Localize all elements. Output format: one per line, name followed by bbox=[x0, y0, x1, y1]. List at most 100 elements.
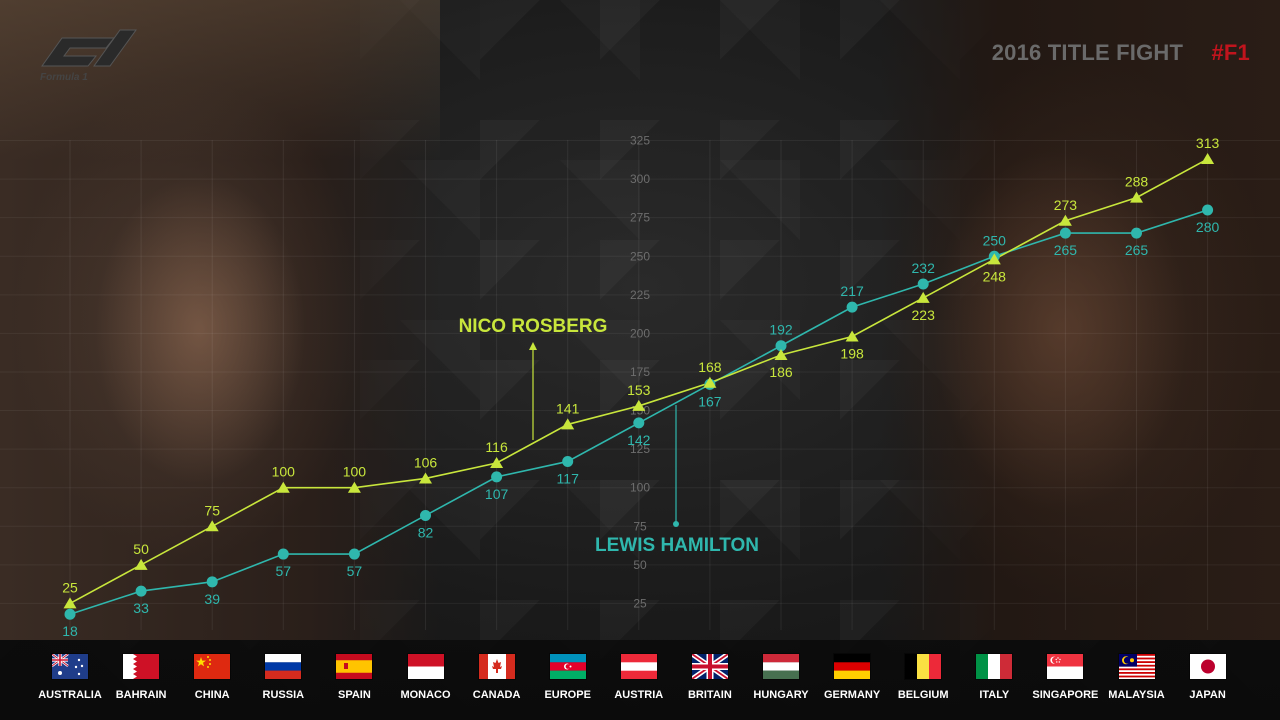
country-label: SINGAPORE bbox=[1032, 689, 1099, 701]
country-label: CANADA bbox=[472, 689, 521, 701]
hamilton-data-label: 232 bbox=[912, 260, 936, 276]
hamilton-point bbox=[633, 417, 645, 429]
series-lines bbox=[63, 153, 1215, 620]
australia-flag-icon bbox=[52, 654, 88, 679]
rosberg-pointer-arrow bbox=[529, 342, 537, 350]
hamilton-point bbox=[1202, 204, 1214, 216]
hamilton-data-label: 265 bbox=[1125, 242, 1149, 258]
y-tick-label: 75 bbox=[633, 519, 647, 533]
y-tick-label: 300 bbox=[630, 172, 650, 186]
rosberg-point bbox=[276, 481, 290, 493]
f1-logo-icon: Formula 1 bbox=[40, 29, 137, 83]
uk-flag-icon bbox=[691, 654, 728, 679]
rosberg-point bbox=[419, 472, 432, 484]
rosberg-data-label: 186 bbox=[769, 364, 793, 380]
hamilton-point bbox=[277, 548, 289, 560]
country-label: MONACO bbox=[400, 689, 451, 701]
bahrain-flag-icon bbox=[123, 654, 160, 679]
country-label: AUSTRIA bbox=[614, 689, 664, 701]
rosberg-point bbox=[63, 597, 77, 609]
rosberg-data-label: 248 bbox=[983, 268, 1007, 284]
russia-flag-icon bbox=[265, 654, 302, 679]
y-tick-label: 200 bbox=[630, 326, 650, 340]
singapore-flag-icon bbox=[1047, 654, 1084, 679]
hamilton-point bbox=[1059, 227, 1071, 239]
country-label: BELGIUM bbox=[897, 689, 949, 701]
y-tick-label: 125 bbox=[630, 442, 650, 456]
hashtag: #F1 bbox=[1211, 40, 1250, 65]
country-label: MALAYSIA bbox=[1108, 689, 1165, 701]
country-label: RUSSIA bbox=[262, 689, 305, 701]
hamilton-data-label: 217 bbox=[840, 283, 864, 299]
rosberg-data-label: 100 bbox=[272, 464, 296, 480]
hamilton-data-label: 57 bbox=[347, 563, 363, 579]
rosberg-point bbox=[774, 349, 788, 361]
hamilton-point bbox=[491, 471, 503, 483]
rosberg-data-label: 116 bbox=[485, 439, 508, 455]
hamilton-data-label: 82 bbox=[418, 524, 434, 540]
china-flag-icon bbox=[194, 654, 231, 679]
hamilton-data-label: 33 bbox=[133, 600, 149, 616]
rosberg-point bbox=[987, 253, 1001, 265]
y-tick-label: 50 bbox=[633, 558, 647, 572]
canada-flag-icon bbox=[478, 654, 515, 679]
series-annotations: NICO ROSBERG LEWIS HAMILTON bbox=[459, 316, 759, 556]
rosberg-data-label: 100 bbox=[343, 464, 367, 480]
country-label: GERMANY bbox=[823, 689, 881, 701]
austria-flag-icon bbox=[620, 654, 657, 679]
rosberg-data-label: 288 bbox=[1125, 174, 1149, 190]
hamilton-point bbox=[420, 509, 431, 521]
rosberg-data-label: 141 bbox=[556, 400, 580, 416]
rosberg-point bbox=[347, 481, 361, 493]
hamilton-point bbox=[64, 608, 76, 620]
hamilton-point bbox=[348, 548, 360, 560]
hamilton-data-label: 280 bbox=[1196, 219, 1220, 235]
page-title: 2016 TITLE FIGHT bbox=[991, 40, 1184, 65]
data-labels: 25 50 75 100 100 106 116 141 153 168 186 198 223 248 2… bbox=[62, 135, 1219, 639]
hamilton-data-label: 167 bbox=[698, 393, 722, 409]
hamilton-point bbox=[562, 455, 574, 467]
rosberg-data-label: 273 bbox=[1054, 197, 1078, 213]
y-tick-label: 175 bbox=[630, 365, 650, 379]
spain-flag-icon bbox=[336, 654, 373, 679]
belgium-flag-icon bbox=[905, 654, 942, 679]
hungary-flag-icon bbox=[763, 654, 799, 679]
header: 2016 TITLE FIGHT #F1 bbox=[992, 40, 1250, 66]
hamilton-point bbox=[917, 278, 929, 290]
hamilton-point bbox=[846, 301, 858, 313]
country-label: CHINA bbox=[194, 689, 230, 701]
rosberg-point bbox=[632, 399, 646, 411]
country-label: JAPAN bbox=[1189, 689, 1226, 701]
hamilton-data-label: 192 bbox=[769, 322, 793, 338]
country-label: SPAIN bbox=[337, 689, 371, 701]
rosberg-point bbox=[916, 291, 930, 303]
rosberg-data-label: 153 bbox=[627, 382, 651, 398]
country-flags: AUSTRALIA BAHRAIN CHINA RUSSIA SPAIN MONACO CA… bbox=[0, 648, 1280, 718]
y-tick-label: 25 bbox=[633, 596, 647, 610]
rosberg-point bbox=[490, 457, 504, 469]
hamilton-data-label: 107 bbox=[485, 486, 509, 502]
hamilton-portrait bbox=[880, 0, 1280, 640]
country-label: ITALY bbox=[979, 689, 1010, 701]
hamilton-point bbox=[206, 576, 218, 588]
rosberg-point bbox=[703, 376, 717, 388]
rosberg-point bbox=[1058, 214, 1072, 226]
rosberg-series-label: NICO ROSBERG bbox=[459, 316, 608, 337]
hamilton-point bbox=[775, 340, 787, 352]
y-tick-label: 275 bbox=[630, 211, 650, 225]
logo-text: Formula 1 bbox=[40, 72, 88, 83]
hamilton-data-label: 39 bbox=[204, 591, 220, 607]
rosberg-point bbox=[1201, 153, 1215, 165]
hamilton-data-label: 117 bbox=[557, 470, 580, 486]
germany-flag-icon bbox=[834, 654, 871, 679]
rosberg-point bbox=[205, 520, 219, 532]
country-label: HUNGARY bbox=[753, 689, 809, 701]
hamilton-series-label: LEWIS HAMILTON bbox=[595, 535, 759, 556]
rosberg-data-label: 198 bbox=[840, 345, 864, 361]
italy-flag-icon bbox=[976, 654, 1013, 679]
y-tick-label: 325 bbox=[630, 134, 650, 148]
rosberg-point bbox=[134, 558, 148, 570]
rosberg-data-label: 106 bbox=[414, 454, 438, 470]
